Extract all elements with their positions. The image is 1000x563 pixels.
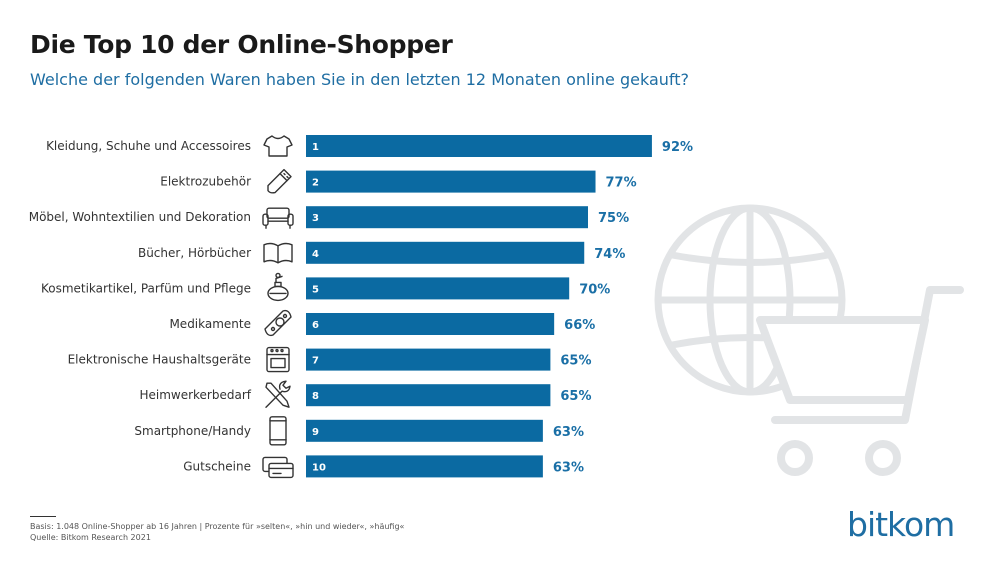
value-label: 77% [606,176,637,191]
rank-label: 6 [312,320,319,331]
bar [306,384,551,407]
bar [306,313,555,335]
usb-stick-icon [267,168,292,194]
voucher-icon [262,456,294,479]
bar [306,277,570,300]
category-label: Medikamente [169,317,251,331]
category-label: Heimwerkerbedarf [139,388,251,402]
rank-label: 9 [312,427,319,438]
rank-label: 10 [312,462,326,473]
rank-label: 4 [312,249,319,260]
value-label: 70% [579,282,610,297]
tshirt-icon [263,135,293,157]
smartphone-icon [269,416,287,446]
tools-icon [265,380,291,408]
bitkom-logo: bitkom [847,505,955,544]
rank-label: 2 [312,178,319,189]
category-label: Möbel, Wohntextilien und Dekoration [29,210,251,224]
rank-label: 8 [312,391,319,402]
pill-icon [264,309,292,337]
bar [306,206,588,229]
value-label: 65% [560,389,591,404]
rank-label: 7 [312,356,319,367]
rank-label: 1 [312,142,319,153]
value-label: 65% [560,354,591,369]
value-label: 74% [594,247,625,262]
rank-label: 5 [312,284,319,295]
category-label: Elektrozubehör [160,175,251,189]
bar [306,170,596,193]
oven-icon [266,346,290,373]
book-icon [263,242,293,264]
value-label: 63% [553,460,584,475]
value-label: 63% [553,425,584,440]
value-label: 66% [564,318,595,333]
chart-subtitle: Welche der folgenden Waren haben Sie in … [30,70,690,89]
rank-label: 3 [312,213,319,224]
footnote: Basis: 1.048 Online-Shopper ab 16 Jahren… [30,521,404,543]
category-label: Kleidung, Schuhe und Accessoires [46,139,251,153]
bar [306,455,543,478]
category-label: Elektronische Haushaltsgeräte [68,353,251,367]
bar [306,135,652,157]
bar [306,348,551,371]
category-label: Smartphone/Handy [134,424,251,438]
bar [306,241,585,264]
category-label: Kosmetikartikel, Parfüm und Pflege [41,281,251,295]
category-label: Bücher, Hörbücher [138,246,251,260]
bar [306,419,543,442]
page-title: Die Top 10 der Online-Shopper [30,30,453,59]
value-label: 75% [598,211,629,226]
sofa-icon [262,207,294,229]
source-note: Quelle: Bitkom Research 2021 [30,533,151,542]
shopping-cart-icon [756,286,964,476]
value-label: 92% [662,140,693,155]
category-label: Gutscheine [183,459,251,473]
basis-note: Basis: 1.048 Online-Shopper ab 16 Jahren… [30,522,405,531]
perfume-icon [267,272,289,302]
footer-rule [30,516,56,517]
